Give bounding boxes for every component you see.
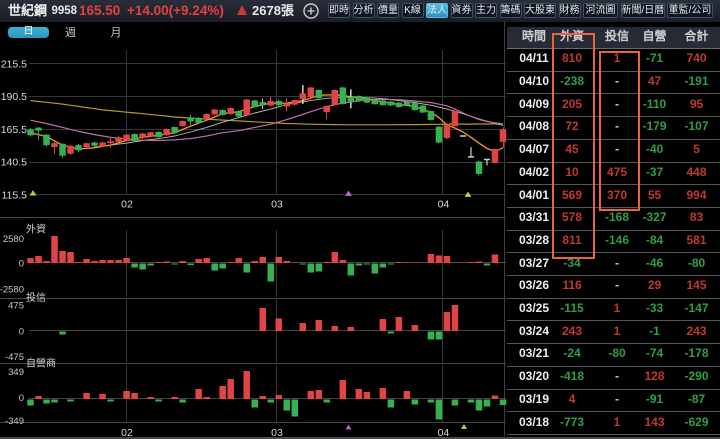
svg-text:0: 0: [19, 326, 24, 337]
svg-text:190.5: 190.5: [1, 91, 27, 103]
svg-text:03: 03: [271, 427, 283, 439]
svg-text:投信: 投信: [26, 291, 46, 304]
svg-text:349: 349: [8, 367, 24, 378]
svg-text:-475: -475: [5, 352, 24, 363]
svg-text:165.5: 165.5: [1, 124, 27, 136]
svg-text:02: 02: [121, 427, 133, 439]
svg-text:02: 02: [121, 199, 133, 211]
svg-text:-2580: -2580: [0, 284, 24, 295]
svg-text:外資: 外資: [26, 224, 46, 236]
svg-text:115.5: 115.5: [2, 189, 28, 201]
svg-text:自營商: 自營商: [26, 357, 56, 370]
svg-text:0: 0: [19, 258, 24, 269]
svg-text:475: 475: [8, 300, 24, 311]
svg-text:-349: -349: [5, 416, 24, 427]
svg-text:140.5: 140.5: [1, 157, 27, 169]
svg-text:03: 03: [271, 199, 283, 211]
svg-text:04: 04: [438, 427, 450, 439]
svg-text:2580: 2580: [3, 234, 24, 245]
svg-text:04: 04: [438, 199, 450, 211]
svg-text:215.5: 215.5: [1, 58, 27, 70]
svg-text:0: 0: [19, 393, 24, 404]
